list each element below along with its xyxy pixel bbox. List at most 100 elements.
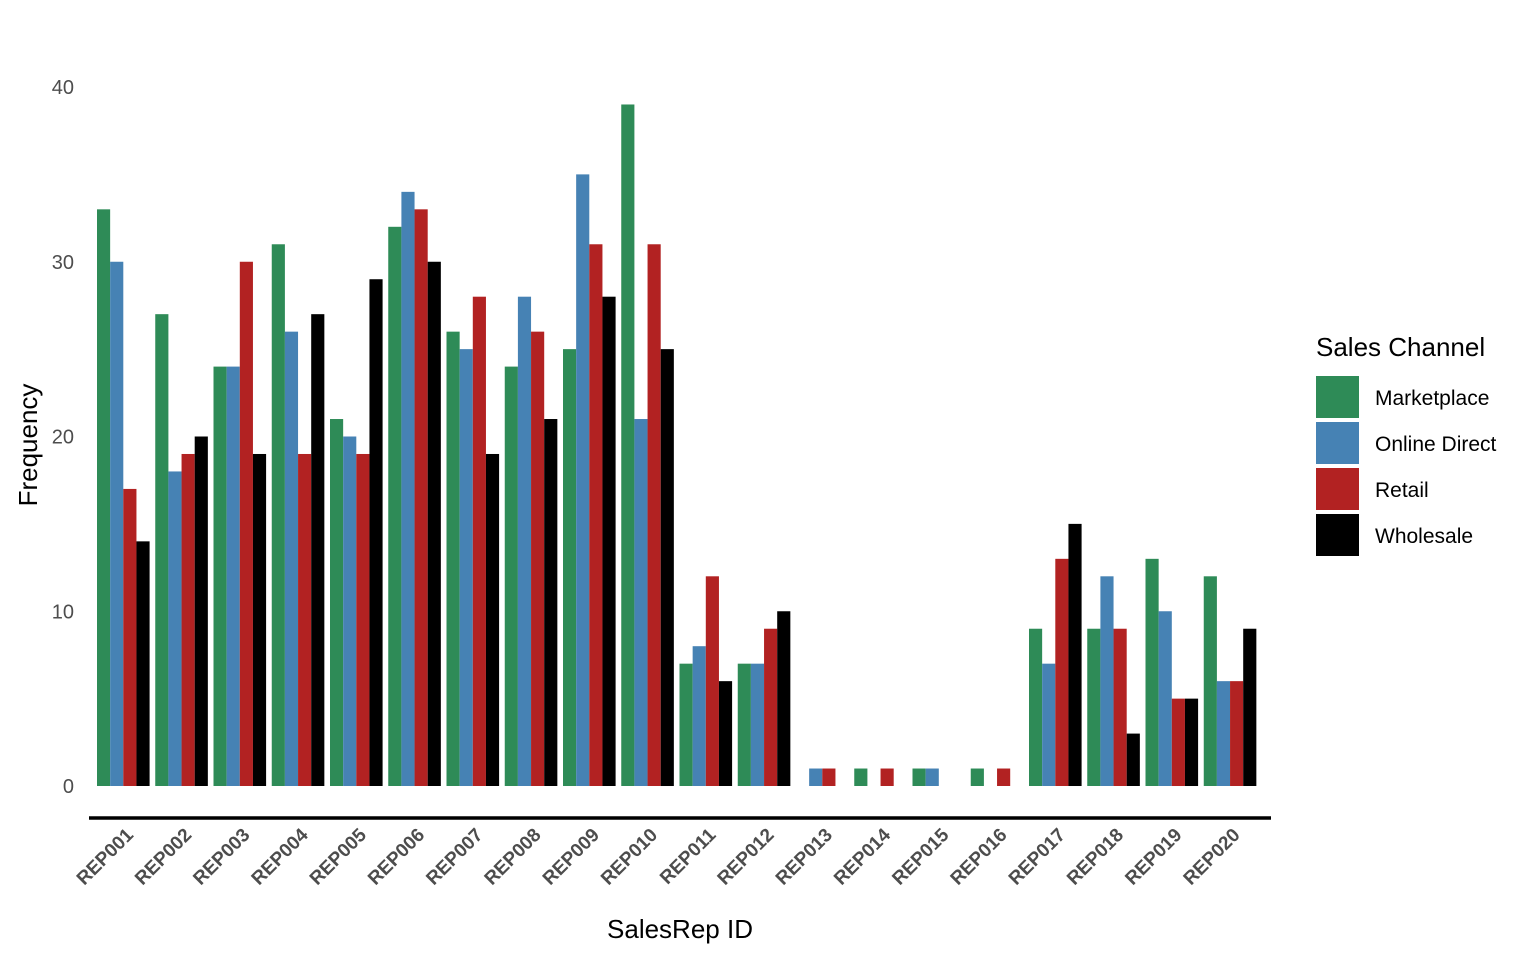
bar-rep007-retail	[472, 296, 486, 786]
x-tick-label: REP006	[364, 825, 429, 890]
bar-rep020-marketplace	[1203, 576, 1217, 786]
x-tick-label: REP011	[656, 824, 720, 888]
y-tick-label: 30	[52, 252, 74, 274]
bar-rep008-wholesale	[544, 419, 558, 786]
bar-rep009-retail	[589, 244, 603, 786]
bar-rep008-retail	[531, 331, 545, 786]
bar-rep010-retail	[647, 244, 661, 786]
x-tick-label: REP016	[947, 825, 1012, 890]
legend-label: Marketplace	[1375, 387, 1489, 410]
bar-rep002-marketplace	[155, 314, 169, 786]
bar-rep017-marketplace	[1029, 628, 1043, 786]
bar-rep003-marketplace	[213, 366, 227, 786]
x-tick-label: REP005	[306, 824, 371, 889]
bar-rep013-retail	[822, 768, 836, 786]
bar-rep001-online-direct	[110, 261, 124, 786]
bar-rep020-wholesale	[1243, 628, 1257, 786]
x-tick-label: REP008	[481, 825, 546, 890]
bar-rep015-marketplace	[912, 768, 926, 786]
bar-rep007-wholesale	[485, 453, 500, 786]
bar-rep010-wholesale	[660, 349, 674, 787]
bar-rep019-wholesale	[1184, 698, 1199, 787]
bar-rep018-marketplace	[1087, 628, 1101, 786]
x-tick-label: REP015	[888, 824, 953, 889]
x-tick-label: REP019	[1121, 825, 1186, 890]
bar-rep009-online-direct	[576, 174, 590, 787]
legend-swatch-wholesale	[1316, 514, 1359, 556]
x-axis-title: SalesRep ID	[607, 914, 753, 944]
x-axis-ticks: REP001REP002REP003REP004REP005REP006REP0…	[73, 824, 1245, 889]
bar-rep004-retail	[298, 453, 312, 786]
y-tick-label: 10	[52, 601, 74, 623]
bar-rep016-marketplace	[970, 768, 984, 786]
y-axis-title: Frequency	[13, 384, 43, 507]
bar-rep002-retail	[181, 453, 195, 786]
bar-rep011-online-direct	[692, 646, 706, 786]
bar-rep017-wholesale	[1068, 523, 1082, 787]
bar-rep019-online-direct	[1158, 611, 1172, 786]
bar-rep001-retail	[123, 488, 137, 786]
bar-rep020-retail	[1230, 681, 1244, 786]
bar-rep010-marketplace	[621, 104, 635, 787]
bar-rep008-marketplace	[504, 366, 518, 786]
bar-rep017-online-direct	[1042, 663, 1056, 786]
bar-rep019-marketplace	[1145, 558, 1159, 786]
x-tick-label: REP020	[1180, 825, 1245, 890]
legend-label: Wholesale	[1375, 525, 1473, 548]
bar-rep009-marketplace	[563, 349, 577, 787]
y-tick-label: 20	[52, 427, 74, 449]
bar-rep007-marketplace	[446, 331, 460, 786]
x-tick-label: REP012	[714, 825, 779, 890]
bar-rep013-online-direct	[809, 768, 823, 786]
bar-rep003-wholesale	[252, 453, 267, 786]
bar-rep019-retail	[1171, 698, 1185, 787]
bar-rep020-online-direct	[1216, 681, 1231, 786]
bar-rep005-retail	[356, 453, 370, 786]
bar-rep011-marketplace	[679, 663, 693, 786]
x-tick-label: REP003	[189, 825, 254, 890]
bar-rep006-marketplace	[388, 226, 402, 787]
bar-rep018-wholesale	[1126, 733, 1140, 786]
bar-rep005-marketplace	[330, 419, 344, 786]
bar-rep004-marketplace	[271, 244, 285, 786]
bar-rep014-marketplace	[854, 768, 868, 786]
x-tick-label: REP014	[830, 824, 895, 889]
bar-rep006-online-direct	[401, 191, 415, 787]
legend-swatch-retail	[1316, 468, 1359, 510]
x-tick-label: REP017	[1005, 825, 1070, 890]
x-tick-label: REP001	[73, 824, 138, 889]
legend-swatch-online-direct	[1316, 422, 1359, 464]
x-tick-label: REP007	[422, 825, 487, 890]
x-tick-label: REP009	[539, 825, 604, 890]
bar-rep007-online-direct	[459, 349, 473, 787]
bar-rep002-wholesale	[194, 436, 208, 786]
y-tick-label: 0	[63, 776, 74, 798]
bar-rep003-retail	[239, 261, 253, 786]
bar-rep002-online-direct	[168, 471, 182, 786]
bar-rep004-wholesale	[311, 314, 325, 786]
x-tick-label: REP018	[1063, 825, 1128, 890]
bar-rep010-online-direct	[634, 419, 648, 786]
bar-rep018-retail	[1113, 628, 1127, 786]
bar-rep005-online-direct	[343, 436, 357, 786]
bar-rep006-retail	[414, 209, 428, 786]
bar-rep011-retail	[705, 576, 719, 786]
bar-rep006-wholesale	[427, 261, 441, 786]
bar-rep017-retail	[1055, 558, 1069, 786]
bar-rep012-online-direct	[750, 663, 765, 786]
bar-rep011-wholesale	[718, 681, 733, 786]
bar-rep018-online-direct	[1100, 576, 1114, 786]
x-tick-label: REP002	[131, 825, 196, 890]
bar-rep004-online-direct	[284, 331, 299, 786]
bar-rep009-wholesale	[602, 296, 616, 786]
legend-label: Retail	[1375, 479, 1429, 502]
bar-rep005-wholesale	[369, 279, 383, 786]
bar-rep012-retail	[764, 628, 778, 786]
x-tick-label: REP004	[248, 824, 313, 889]
legend-title: Sales Channel	[1316, 332, 1485, 362]
legend-swatch-marketplace	[1316, 376, 1359, 418]
x-tick-label: REP010	[597, 825, 662, 890]
y-tick-label: 40	[52, 77, 74, 99]
bar-rep012-wholesale	[777, 611, 791, 786]
